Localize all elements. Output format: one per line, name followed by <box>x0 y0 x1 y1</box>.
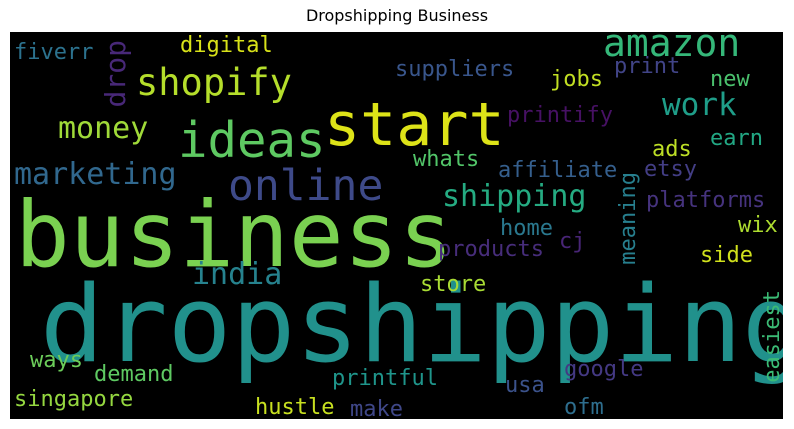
word-dropshipping: dropshipping <box>40 263 783 386</box>
word-ads: ads <box>652 137 692 162</box>
word-meaning: meaning <box>616 172 641 265</box>
word-usa: usa <box>505 373 545 398</box>
word-google: google <box>564 357 644 382</box>
word-etsy: etsy <box>644 157 697 182</box>
word-easiest: easiest <box>760 290 783 383</box>
word-start: start <box>324 90 505 160</box>
word-earn: earn <box>710 126 763 151</box>
word-products: products <box>438 237 544 262</box>
word-suppliers: suppliers <box>395 57 515 82</box>
word-printful: printful <box>332 366 438 391</box>
word-ofm: ofm <box>564 395 604 419</box>
word-marketing: marketing <box>14 157 177 192</box>
chart-title: Dropshipping Business <box>305 6 489 25</box>
word-fiverr: fiverr <box>14 40 94 65</box>
word-online: online <box>228 161 384 211</box>
word-cloud: dropshipping business start ideas online… <box>10 32 783 419</box>
word-digital: digital <box>180 33 273 58</box>
word-whats: whats <box>413 147 480 172</box>
word-wix: wix <box>738 213 778 238</box>
word-hustle: hustle <box>255 395 335 419</box>
word-make: make <box>350 397 403 420</box>
word-shipping: shipping <box>442 179 587 214</box>
word-drop: drop <box>99 40 132 108</box>
word-business: business <box>15 183 454 288</box>
word-home: home <box>500 216 553 241</box>
word-affiliate: affiliate <box>498 158 618 183</box>
word-money: money <box>58 111 149 146</box>
word-work: work <box>662 87 737 123</box>
word-ideas: ideas <box>178 112 326 169</box>
word-store: store <box>420 272 487 297</box>
word-shopify: shopify <box>136 61 292 104</box>
word-platforms: platforms <box>646 188 766 213</box>
word-print: print <box>614 54 681 79</box>
word-ways: ways <box>30 348 83 373</box>
word-singapore: singapore <box>14 387 134 412</box>
word-amazon: amazon <box>603 32 741 65</box>
word-jobs: jobs <box>550 67 603 92</box>
word-demand: demand <box>94 362 174 387</box>
word-printify: printify <box>507 103 613 128</box>
word-cj: cj <box>559 229 586 254</box>
word-india: india <box>192 257 283 292</box>
word-new: new <box>710 67 750 92</box>
word-side: side <box>700 243 753 268</box>
